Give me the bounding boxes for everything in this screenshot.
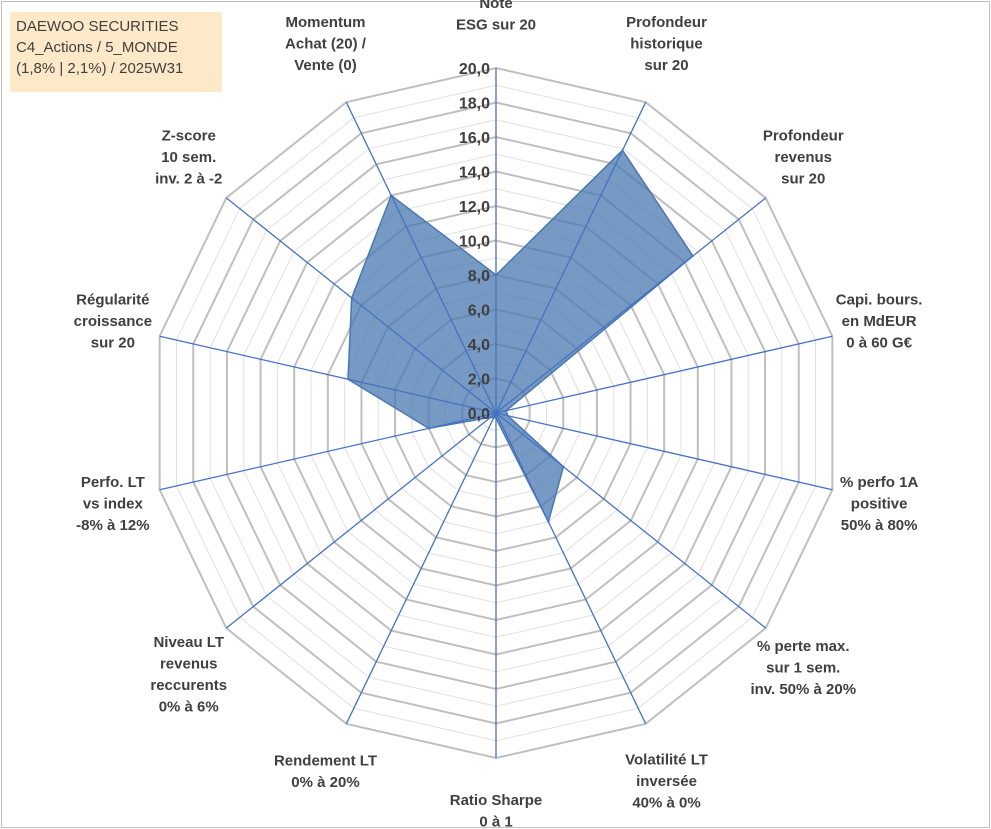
axis-label-0: ESG sur 20 [456,17,536,34]
axis-spoke-5 [495,412,767,629]
tick-label: 8,0 [468,268,490,285]
axis-label-4: 50% à 80% [841,517,918,534]
axis-label-5: inv. 50% à 20% [750,681,856,698]
tick-label: 16,0 [459,130,490,147]
axis-label-2: revenus [774,149,832,166]
axis-label-13: Vente (0) [294,57,357,74]
axis-label-11: croissance [74,313,152,330]
axis-label-10: -8% à 12% [76,517,149,534]
axis-label-3: en MdEUR [842,313,917,330]
tick-label: 0,0 [468,406,490,423]
axis-spoke-10 [159,412,497,491]
axis-spoke-3 [495,335,833,414]
tick-label: 4,0 [468,337,490,354]
title-box: DAEWOO SECURITIES C4_Actions / 5_MONDE (… [10,12,222,92]
axis-spoke-9 [225,412,497,629]
axis-spoke-6 [495,412,647,725]
axis-label-7: Ratio Sharpe [450,792,543,809]
axis-label-9: revenus [160,655,218,672]
tick-label: 10,0 [459,234,490,251]
axis-label-3: Capi. bours. [836,292,923,309]
axis-label-9: 0% à 6% [159,698,219,715]
axis-label-12: 10 sem. [161,149,216,166]
axis-spoke-12 [225,197,497,414]
axis-label-9: reccurents [150,677,227,694]
axis-label-4: % perfo 1A [840,474,919,491]
tick-label: 14,0 [459,165,490,182]
axis-spoke-11 [159,335,497,414]
axis-label-5: % perte max. [757,638,850,655]
axis-label-8: 0% à 20% [291,774,359,791]
tick-label: 20,0 [459,61,490,78]
axis-label-9: Niveau LT [153,634,224,651]
axis-label-6: Volatilité LT [625,751,708,768]
title-line-2: C4_Actions / 5_MONDE [16,39,178,56]
tick-label: 18,0 [459,96,490,113]
axis-label-3: 0 à 60 G€ [846,335,913,352]
axis-label-10: vs index [83,495,144,512]
axis-label-6: inversée [636,773,697,790]
axis-label-12: inv. 2 à -2 [155,171,222,188]
axis-label-5: sur 1 sem. [766,659,840,676]
axis-label-1: sur 20 [644,57,688,74]
title-line-3: (1,8% | 2,1%) / 2025W31 [16,60,184,77]
axis-label-8: Rendement LT [274,753,377,770]
axis-label-4: positive [851,495,908,512]
axis-label-1: Profondeur [626,14,707,31]
axis-spoke-8 [345,412,497,725]
axis-spoke-1 [495,101,647,414]
axis-label-2: Profondeur [763,128,844,145]
axis-label-10: Perfo. LT [81,474,145,491]
axis-spoke-4 [495,412,833,491]
tick-label: 6,0 [468,303,490,320]
axis-label-12: Z-score [162,128,216,145]
axis-spoke-13 [345,101,497,414]
axis-label-7: 0 à 1 [479,814,512,829]
tick-label: 12,0 [459,199,490,216]
tick-label: 2,0 [468,372,490,389]
axis-label-11: sur 20 [91,335,135,352]
title-line-1: DAEWOO SECURITIES [16,18,179,35]
axis-label-0: Note [479,0,512,12]
axis-label-2: sur 20 [781,171,825,188]
axis-label-6: 40% à 0% [632,794,700,811]
axis-spoke-2 [495,197,767,414]
axis-label-1: historique [630,36,703,53]
axis-label-11: Régularité [76,292,149,309]
axis-label-13: Achat (20) / [285,36,367,53]
axis-label-13: Momentum [285,14,365,31]
